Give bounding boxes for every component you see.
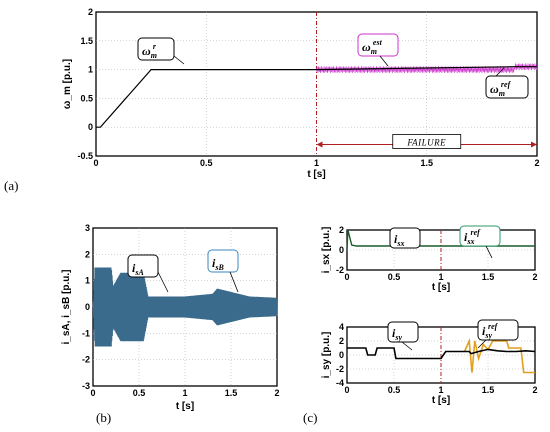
svg-text:isy: isy <box>392 326 402 342</box>
y-tick-label: 0 <box>88 122 93 132</box>
x-tick-label: 0.5 <box>200 158 213 168</box>
x-tick-label: 1.5 <box>225 388 238 398</box>
x-tick-label: 1.5 <box>482 272 495 282</box>
plot-a: 0 0.5 1 1.5 2-0.500.511.52t [s]ω_m [p.u.]FAI… <box>62 7 540 180</box>
failure-label: FAILURE <box>406 137 446 147</box>
x-tick-label: 2 <box>274 388 279 398</box>
x-tick-label: 2 <box>534 158 539 168</box>
y-tick-label: 2 <box>339 336 344 346</box>
annotation-isB: isB <box>207 249 239 273</box>
panel-label-b: (b) <box>96 410 111 425</box>
speed-estimated-series <box>316 63 538 74</box>
speed-reference-series <box>96 66 537 128</box>
x-tick-label: 1.5 <box>482 385 495 395</box>
svg-text:isx: isx <box>394 232 404 248</box>
y-tick-label: 1 <box>85 276 90 286</box>
y-tick-label: 4 <box>339 322 344 332</box>
plot-b: 0 0.5 1 1.5 2 -3 -2 -1 0 1 2 3 t [s] i_sA, i_sB [p.u.… <box>61 223 280 412</box>
x-tick-label: 1 <box>182 388 187 398</box>
y-tick-label: 2 <box>85 249 90 259</box>
x-axis-label: t [s] <box>432 395 450 406</box>
y-tick-label: 3 <box>85 223 90 233</box>
svg-text:ωmr: ωmr <box>142 42 157 60</box>
y-tick-label: 0 <box>339 350 344 360</box>
plot-c-bottom: 0 0.5 1 1.5 2 -4 -2 0 2 4 t [s] i_sy [p.u.] isy isyre… <box>321 319 538 406</box>
y-tick-label: 0 <box>339 245 344 255</box>
y-tick-label: 2 <box>88 7 93 17</box>
phase-current-series <box>92 267 278 347</box>
panel-label-c: (c) <box>303 410 317 425</box>
x-tick-label: 2 <box>532 272 537 282</box>
x-axis-label: t [s] <box>176 401 194 412</box>
x-tick-label: 0 <box>90 388 95 398</box>
y-tick-label: 0.5 <box>80 93 93 103</box>
annotation-isy: isy <box>387 321 419 343</box>
y-tick-label: -1 <box>82 328 90 338</box>
x-tick-label: 1 <box>438 272 443 282</box>
x-axis-label: t [s] <box>432 282 450 293</box>
svg-text:isB: isB <box>212 256 224 272</box>
x-tick-label: 0.5 <box>388 385 401 395</box>
x-tick-label: 0 <box>93 158 98 168</box>
x-tick-label: 0 <box>344 385 349 395</box>
x-tick-label: 1 <box>438 385 443 395</box>
annotation-isA: isA <box>127 254 159 278</box>
y-axis-label: ω_m [p.u.] <box>62 59 73 109</box>
y-tick-label: -2 <box>336 364 344 374</box>
annotation-isy-ref: isyref <box>477 319 519 341</box>
svg-text:ωmest: ωmest <box>362 38 383 56</box>
panel-label-a: (a) <box>4 178 18 193</box>
y-tick-label: 1 <box>88 65 93 75</box>
svg-text:isyref: isyref <box>482 322 499 340</box>
svg-text:isxref: isxref <box>464 228 481 246</box>
y-tick-label: -3 <box>82 381 90 391</box>
y-tick-label: -2 <box>336 265 344 275</box>
annotation-omega-ref: ωmref <box>485 75 529 99</box>
x-tick-label: 1 <box>314 158 319 168</box>
y-tick-label: 0 <box>85 302 90 312</box>
y-tick-label: -2 <box>82 355 90 365</box>
x-tick-label: 2 <box>532 385 537 395</box>
annotation-isx-ref: isxref <box>459 225 501 247</box>
x-tick-label: 0 <box>344 272 349 282</box>
y-tick-label: 1.5 <box>80 36 93 46</box>
annotation-isx: isx <box>389 227 421 249</box>
y-axis-label: i_sA, i_sB [p.u.] <box>61 269 72 344</box>
y-axis-label: i_sx [p.u.] <box>321 227 332 274</box>
x-tick-label: 0.5 <box>388 272 401 282</box>
x-axis-label: t [s] <box>307 169 325 180</box>
y-tick-label: -4 <box>336 378 344 388</box>
svg-text:isA: isA <box>132 261 144 277</box>
isy-series <box>347 347 536 360</box>
svg-text:ωmref: ωmref <box>490 80 512 98</box>
y-axis-label: i_sy [p.u.] <box>321 332 332 379</box>
failure-label-box: FAILURE <box>392 134 462 149</box>
y-tick-label: -0.5 <box>77 151 93 161</box>
x-tick-label: 0.5 <box>133 388 146 398</box>
annotation-omega-r: ωmr <box>137 37 175 61</box>
x-tick-label: 1.5 <box>420 158 433 168</box>
annotation-omega-est: ωmest <box>357 33 399 57</box>
y-tick-label: 2 <box>339 225 344 235</box>
